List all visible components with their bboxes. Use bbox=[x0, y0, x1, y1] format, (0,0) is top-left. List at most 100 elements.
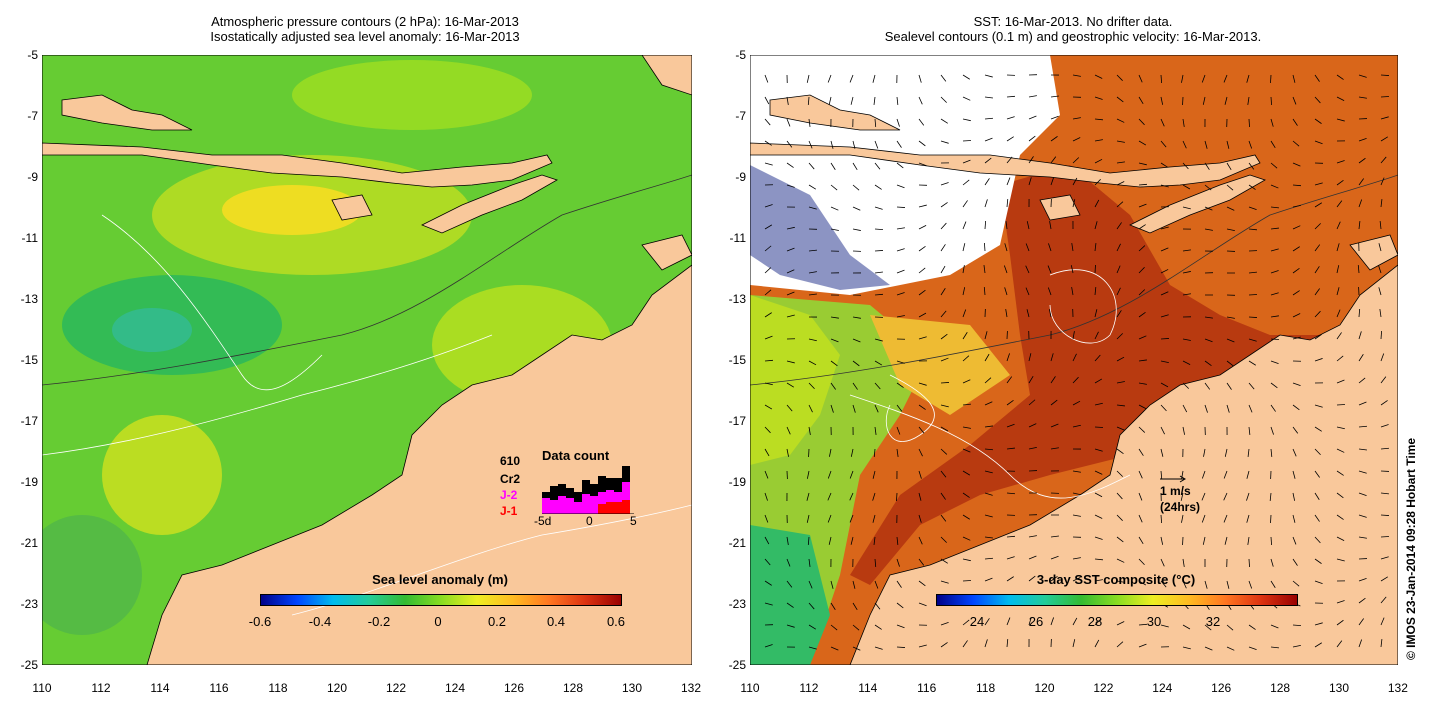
velocity-arrow bbox=[1314, 404, 1323, 408]
velocity-arrow bbox=[786, 382, 795, 388]
x-tick-label: 126 bbox=[503, 681, 525, 695]
velocity-arrow bbox=[786, 247, 795, 252]
velocity-arrow bbox=[1094, 243, 1097, 252]
velocity-arrow bbox=[1204, 624, 1212, 631]
sla-map[interactable] bbox=[42, 55, 692, 665]
velocity-arrow bbox=[940, 642, 948, 648]
velocity-arrow bbox=[764, 335, 773, 340]
velocity-arrow bbox=[1380, 617, 1385, 626]
velocity-arrow bbox=[1006, 198, 1009, 208]
velocity-arrow bbox=[1336, 514, 1344, 520]
y-tick-label: -5 bbox=[27, 48, 38, 62]
velocity-arrow bbox=[1248, 580, 1253, 589]
velocity-arrow bbox=[1028, 156, 1034, 164]
velocity-arrow bbox=[1094, 558, 1103, 561]
velocity-arrow bbox=[873, 536, 876, 545]
velocity-arrow bbox=[808, 646, 817, 650]
velocity-arrow bbox=[918, 492, 922, 501]
velocity-arrow bbox=[1072, 577, 1081, 582]
velocity-arrow bbox=[1028, 617, 1032, 626]
velocity-arrow bbox=[1357, 264, 1360, 274]
velocity-arrow bbox=[1269, 492, 1272, 501]
velocity-arrow bbox=[830, 360, 838, 367]
velocity-arrow bbox=[984, 514, 993, 518]
data-count-title: Data count bbox=[542, 448, 610, 463]
java-land bbox=[61, 94, 193, 131]
velocity-arrow bbox=[1270, 140, 1276, 148]
velocity-arrow bbox=[1292, 558, 1298, 566]
left-title-line1: Atmospheric pressure contours (2 hPa): 1… bbox=[211, 14, 519, 29]
velocity-arrow bbox=[1380, 492, 1389, 495]
velocity-arrow bbox=[808, 249, 817, 252]
velocity-arrow bbox=[1182, 184, 1191, 190]
velocity-arrow bbox=[1182, 162, 1189, 170]
sla-cb-tick: 0.6 bbox=[606, 614, 626, 629]
velocity-arrow bbox=[1138, 382, 1147, 385]
velocity-arrow bbox=[1358, 377, 1366, 384]
velocity-arrow bbox=[1006, 353, 1010, 362]
velocity-arrow bbox=[940, 182, 949, 186]
velocity-arrow bbox=[918, 224, 927, 230]
velocity-arrow bbox=[1182, 118, 1185, 127]
hist-tick-0: 0 bbox=[586, 514, 593, 528]
y-tick-label: -9 bbox=[27, 170, 38, 184]
velocity-arrow bbox=[940, 514, 947, 522]
velocity-arrow bbox=[764, 204, 773, 208]
velocity-arrow bbox=[984, 448, 994, 451]
velocity-arrow bbox=[1226, 184, 1234, 191]
velocity-arrow bbox=[896, 162, 904, 169]
velocity-arrow bbox=[1004, 243, 1008, 252]
velocity-arrow bbox=[896, 292, 905, 296]
velocity-arrow bbox=[1181, 74, 1184, 83]
hist-bar-j1 bbox=[598, 504, 606, 514]
sst-map[interactable] bbox=[750, 55, 1398, 665]
velocity-arrow bbox=[1160, 536, 1164, 545]
velocity-arrow bbox=[962, 243, 966, 252]
hist-bar-j1 bbox=[606, 502, 614, 514]
velocity-arrow bbox=[1226, 140, 1230, 149]
velocity-arrow bbox=[1380, 136, 1389, 142]
velocity-arrow bbox=[1204, 162, 1210, 170]
velocity-arrow bbox=[1292, 645, 1301, 648]
velocity-arrow bbox=[1072, 424, 1081, 428]
velocity-arrow bbox=[786, 558, 791, 567]
velocity-arrow bbox=[1336, 355, 1344, 362]
velocity-arrow bbox=[984, 536, 993, 539]
velocity-arrow bbox=[1138, 623, 1148, 626]
velocity-arrow bbox=[786, 404, 793, 412]
sst-cb-tick: 24 bbox=[969, 614, 985, 629]
velocity-arrow bbox=[1204, 184, 1212, 191]
velocity-arrow bbox=[764, 580, 772, 586]
velocity-arrow bbox=[1270, 404, 1276, 412]
velocity-arrow bbox=[1226, 646, 1235, 651]
x-tick-label: 114 bbox=[150, 681, 170, 695]
y-tick-label: -15 bbox=[20, 353, 38, 367]
velocity-arrow bbox=[1358, 401, 1367, 406]
data-count-number: 610 bbox=[500, 454, 521, 468]
velocity-arrow bbox=[1314, 358, 1323, 362]
data-count-histogram bbox=[542, 466, 634, 514]
sla-bathymetry-line bbox=[42, 174, 692, 386]
velocity-arrow bbox=[896, 492, 898, 502]
velocity-arrow bbox=[1380, 156, 1387, 164]
x-tick-label: 122 bbox=[385, 681, 407, 695]
sla-colorbar bbox=[260, 594, 622, 606]
velocity-arrow bbox=[786, 118, 791, 127]
velocity-arrow bbox=[827, 514, 832, 523]
velocity-arrow bbox=[764, 536, 770, 545]
velocity-arrow bbox=[850, 448, 854, 457]
velocity-arrow bbox=[1314, 244, 1321, 252]
velocity-arrow bbox=[1378, 287, 1382, 296]
velocity-arrow bbox=[1204, 228, 1213, 231]
velocity-arrow bbox=[850, 536, 854, 545]
velocity-arrow bbox=[1006, 376, 1013, 384]
velocity-arrow bbox=[1336, 404, 1346, 406]
velocity-arrow bbox=[1050, 177, 1055, 186]
velocity-arrow bbox=[1138, 404, 1147, 410]
velocity-arrow bbox=[1226, 162, 1232, 171]
velocity-arrow bbox=[1072, 353, 1077, 362]
velocity-arrow bbox=[1116, 243, 1121, 252]
velocity-arrow bbox=[874, 162, 881, 170]
velocity-arrow bbox=[1358, 199, 1363, 208]
velocity-arrow bbox=[984, 331, 988, 340]
